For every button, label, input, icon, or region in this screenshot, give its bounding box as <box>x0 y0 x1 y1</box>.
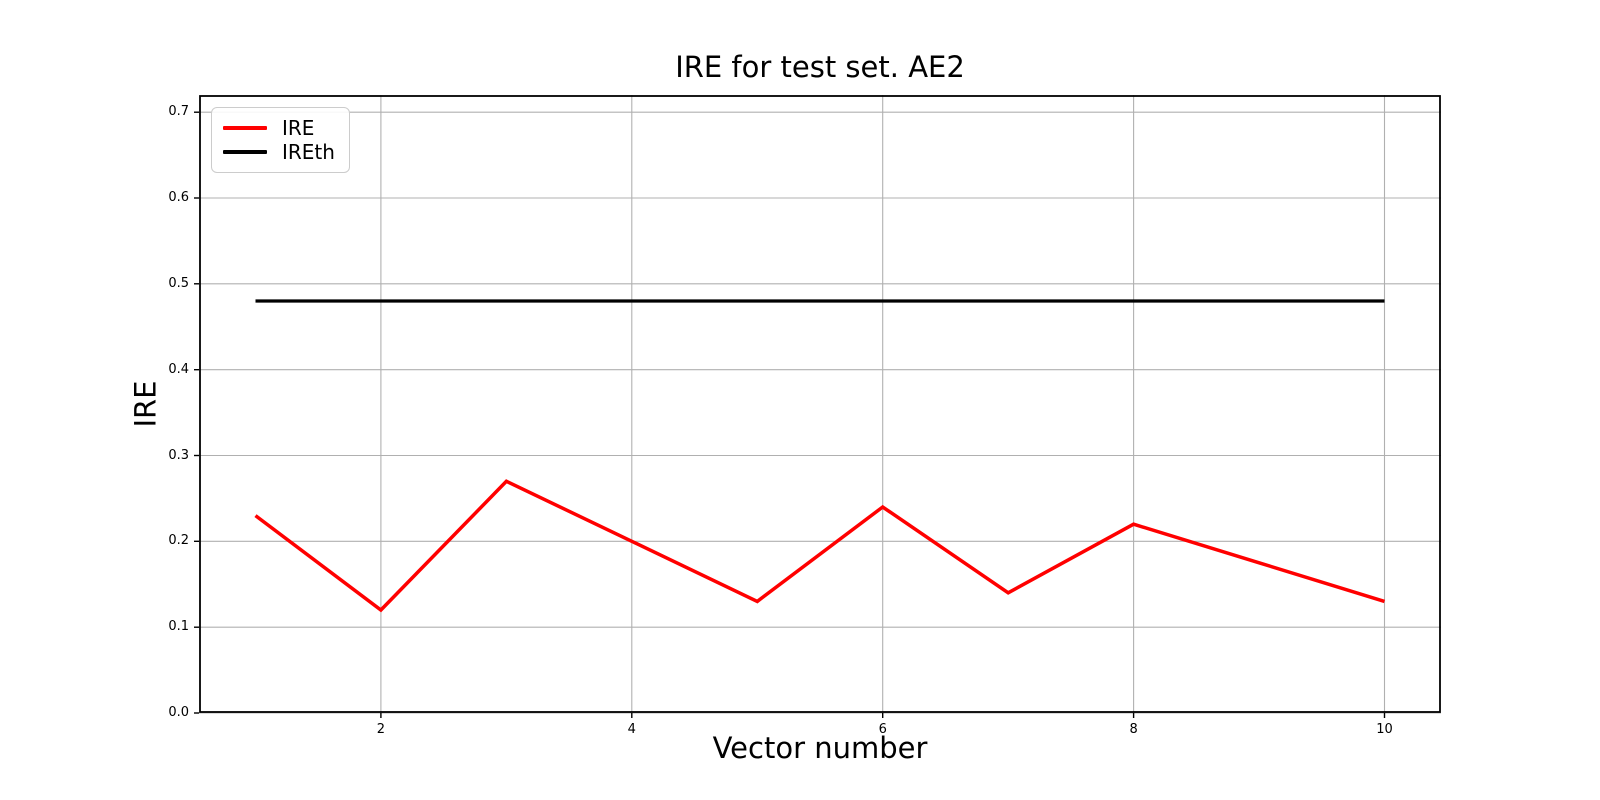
x-tick-label: 4 <box>627 722 636 737</box>
legend: IRE IREth <box>211 107 350 173</box>
x-tick-label: 10 <box>1376 722 1393 737</box>
y-tick-label: 0.0 <box>168 705 189 720</box>
x-axis-label: Vector number <box>712 731 928 765</box>
y-tick-label: 0.3 <box>168 447 189 463</box>
x-tick-label: 8 <box>1129 722 1138 737</box>
ire-line-swatch-icon <box>223 126 267 130</box>
x-tick-label: 2 <box>376 722 386 737</box>
x-tick-label: 6 <box>878 722 887 737</box>
y-tick-label: 0.2 <box>168 533 189 549</box>
legend-label-ireth: IREth <box>282 140 335 164</box>
y-tick-label: 0.4 <box>168 361 189 377</box>
y-tick-label: 0.5 <box>168 275 189 291</box>
plot-svg <box>194 95 1441 718</box>
legend-label-ire: IRE <box>282 116 315 140</box>
legend-row-ire: IRE <box>223 117 337 139</box>
chart-title: IRE for test set. AE2 <box>675 50 965 84</box>
y-tick-label: 0.7 <box>168 104 189 120</box>
y-tick-label: 0.6 <box>168 190 189 205</box>
y-tick-label: 0.1 <box>168 619 189 635</box>
y-axis-label-text: IRE <box>129 380 163 428</box>
plot-area <box>194 95 1441 718</box>
ireth-line-swatch-icon <box>223 150 267 154</box>
legend-row-ireth: IREth <box>223 141 337 163</box>
